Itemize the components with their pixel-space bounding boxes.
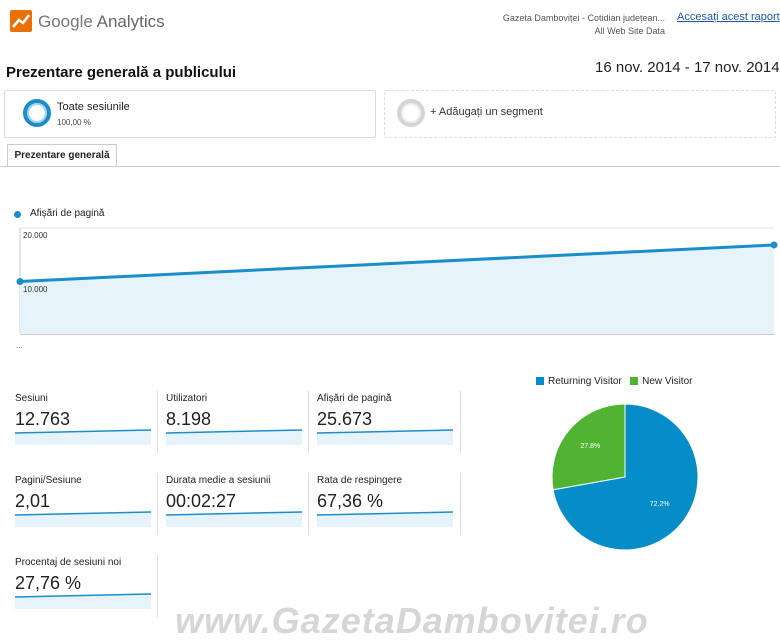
slice-returning-visitor[interactable]: [552, 403, 699, 551]
add-segment-button[interactable]: + Adăugați un segment: [384, 90, 776, 138]
site-view: All Web Site Data: [594, 26, 665, 36]
metric-label: Rata de respingere: [317, 475, 403, 486]
metric-value: 27,76 %: [15, 573, 82, 593]
metric-separator: [460, 391, 461, 453]
metric-separator: [308, 473, 309, 535]
slice-new-visitor[interactable]: [551, 403, 626, 491]
returning-visitor-swatch: [536, 377, 544, 385]
metric-sparkline: [166, 511, 303, 527]
metric-value: 00:02:27: [166, 491, 237, 511]
segment-label: Toate sesiunile: [57, 101, 130, 113]
visitor-type-pie-chart: 72.2% 27.8%: [551, 403, 699, 551]
pie-value-label: 72.2%: [650, 501, 670, 508]
metric-value: 12.763: [15, 409, 71, 429]
empty-segment-ring-icon: [397, 99, 425, 127]
metric-pageviews[interactable]: Afișări de pagină 25.673: [317, 391, 455, 461]
brand-name: Google Analytics: [38, 12, 165, 32]
metric-sparkline: [15, 429, 152, 445]
site-info: Gazeta Damboviței - Cotidian județean...…: [503, 12, 665, 38]
metric-separator: [460, 473, 461, 535]
metric-label: Pagini/Sesiune: [15, 475, 82, 486]
y-tick-label: 20.000: [23, 231, 48, 240]
segment-all-sessions[interactable]: Toate sesiunile 100,00 %: [4, 90, 376, 138]
metric-sparkline: [15, 593, 152, 609]
series-legend-dot: [14, 211, 21, 218]
metric-value: 2,01: [15, 491, 51, 511]
tab-overview[interactable]: Prezentare generală: [7, 144, 117, 166]
metric-value: 67,36 %: [317, 491, 384, 511]
metric-avg-duration[interactable]: Durata medie a sesiunii 00:02:27: [166, 473, 304, 543]
brand-product: Analytics: [96, 12, 165, 31]
metric-label: Afișări de pagină: [317, 393, 392, 404]
segment-percent: 100,00 %: [57, 118, 91, 127]
analytics-logo-icon: [10, 10, 32, 32]
metric-separator: [157, 391, 158, 453]
metric-sparkline: [317, 429, 454, 445]
page-title: Prezentare generală a publicului: [6, 64, 237, 81]
data-point[interactable]: [16, 278, 24, 286]
tab-divider: [0, 166, 780, 167]
metric-label: Procentaj de sesiuni noi: [15, 557, 122, 568]
metric-bounce-rate[interactable]: Rata de respingere 67,36 %: [317, 473, 455, 543]
brand-google: Google: [38, 12, 93, 31]
metric-users[interactable]: Utilizatori 8.198: [166, 391, 304, 461]
metric-sparkline: [317, 511, 454, 527]
metric-value: 25.673: [317, 409, 373, 429]
series-line: [19, 243, 775, 284]
legend-returning-visitor: Returning Visitor: [548, 376, 622, 387]
pageviews-chart: 20.000 10.000...: [16, 227, 778, 350]
data-point[interactable]: [770, 241, 778, 249]
metric-sessions[interactable]: Sesiuni 12.763: [15, 391, 153, 461]
metric-label: Utilizatori: [166, 393, 208, 404]
date-range-picker[interactable]: 16 nov. 2014 - 17 nov. 2014: [595, 59, 780, 76]
x-tick-label: ...: [16, 341, 23, 350]
legend-new-visitor: New Visitor: [642, 376, 693, 387]
metric-label: Durata medie a sesiunii: [166, 475, 271, 486]
metric-sparkline: [166, 429, 303, 445]
access-report-link[interactable]: Accesați acest raport: [677, 11, 780, 23]
metric-new-sessions-pct[interactable]: Procentaj de sesiuni noi 27,76 %: [15, 555, 153, 625]
area-fill: [20, 244, 774, 334]
y-tick-label: 10.000: [23, 285, 48, 294]
metric-sparkline: [15, 511, 152, 527]
segment-ring-icon: [23, 99, 51, 127]
metric-pages-per-session[interactable]: Pagini/Sesiune 2,01: [15, 473, 153, 543]
new-visitor-swatch: [630, 377, 639, 385]
watermark: www.GazetaDambovitei.ro: [175, 600, 649, 641]
metric-separator: [157, 555, 158, 617]
metric-separator: [157, 473, 158, 535]
pie-value-label: 27.8%: [580, 443, 600, 450]
metric-label: Sesiuni: [15, 393, 48, 404]
pie-legend: Returning Visitor New Visitor: [536, 376, 692, 387]
metric-separator: [308, 391, 309, 453]
add-segment-label: + Adăugați un segment: [430, 106, 543, 118]
series-legend-label: Afișări de pagină: [30, 208, 105, 219]
site-name: Gazeta Damboviței - Cotidian județean...: [502, 13, 665, 23]
metric-value: 8.198: [166, 409, 212, 429]
